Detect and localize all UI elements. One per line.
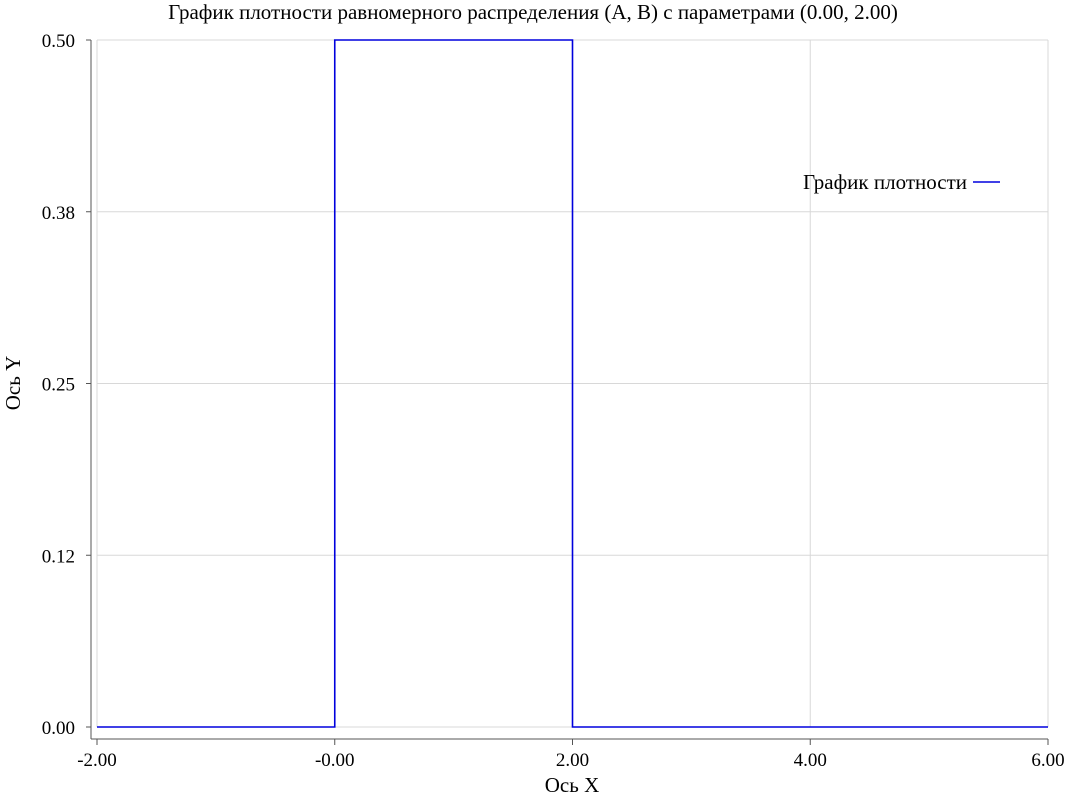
x-tick-label: 2.00 [556, 750, 589, 771]
legend-label: График плотности [803, 170, 967, 194]
legend: График плотности [803, 170, 1000, 194]
x-axis-label: Ось X [545, 773, 599, 797]
series [97, 39, 1048, 728]
x-tick-label: -2.00 [77, 750, 117, 771]
y-tick-label: 0.50 [42, 31, 75, 52]
y-tick-label: 0.38 [42, 203, 75, 224]
y-axis-label: Ось Y [1, 356, 25, 410]
ticks: 0.00 0.12 0.25 0.38 0.50 -2.00 -0.00 2.00 4.00 6.… [42, 31, 1065, 771]
chart-title: График плотности равномерного распределе… [168, 0, 898, 24]
y-tick-label: 0.00 [42, 718, 75, 739]
x-tick-label: 4.00 [794, 750, 827, 771]
y-tick-label: 0.25 [42, 375, 75, 396]
axes [90, 40, 1048, 740]
density-line [97, 39, 1048, 728]
y-tick-label: 0.12 [42, 546, 75, 567]
x-tick-label: -0.00 [315, 750, 355, 771]
x-tick-label: 6.00 [1031, 750, 1064, 771]
